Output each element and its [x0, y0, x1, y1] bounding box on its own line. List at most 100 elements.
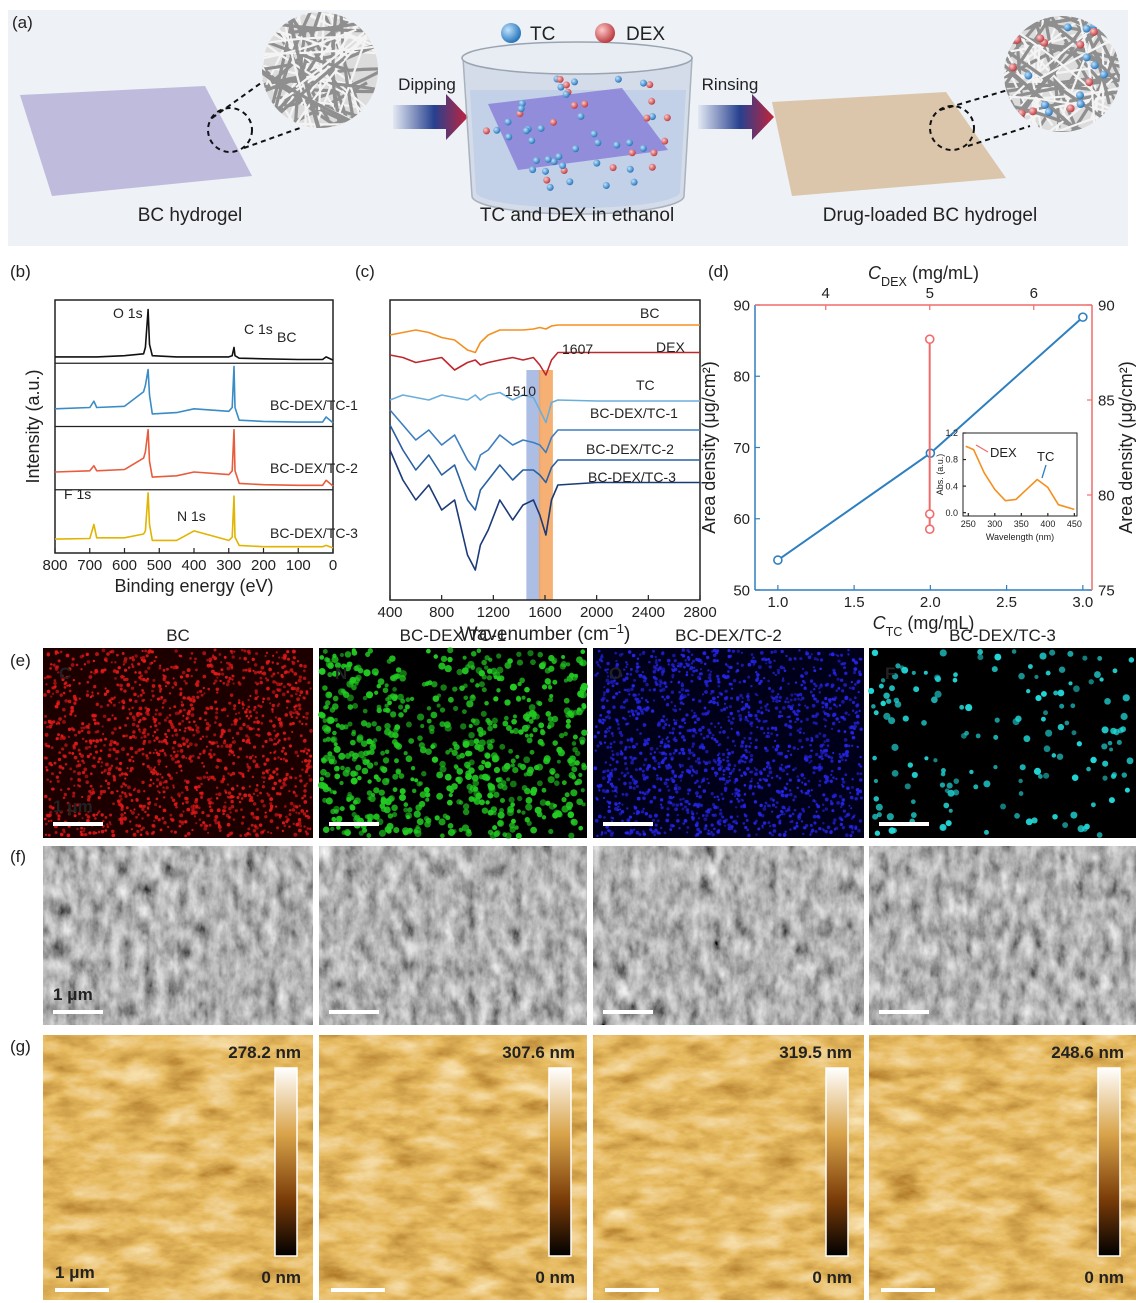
- eds-dot: [769, 825, 771, 827]
- eds-dot: [582, 705, 586, 709]
- eds-dot: [140, 833, 143, 836]
- eds-dot: [325, 692, 332, 699]
- eds-dot: [816, 815, 820, 819]
- eds-dot: [128, 708, 130, 710]
- eds-dot: [724, 825, 726, 827]
- eds-dot: [163, 790, 166, 793]
- eds-dot: [768, 770, 772, 774]
- eds-dot: [965, 704, 972, 711]
- eds-dot: [669, 732, 671, 734]
- eds-dot: [218, 723, 221, 726]
- eds-dot: [472, 780, 479, 787]
- eds-dot: [682, 703, 684, 705]
- eds-dot: [211, 670, 215, 674]
- eds-dot: [115, 757, 118, 760]
- series-line: [55, 430, 333, 486]
- eds-dot: [717, 722, 719, 724]
- eds-dot: [299, 664, 302, 667]
- eds-dot: [769, 832, 772, 835]
- eds-dot: [602, 776, 606, 780]
- eds-dot: [716, 830, 720, 834]
- eds-dot: [908, 762, 913, 767]
- eds-dot: [373, 787, 379, 793]
- eds-dot: [278, 814, 280, 816]
- column-title: BC-DEX/TC-2: [675, 626, 782, 645]
- eds-dot: [488, 830, 493, 835]
- eds-dot: [294, 785, 297, 788]
- eds-dot: [630, 761, 634, 765]
- eds-dot: [676, 819, 680, 823]
- eds-dot: [933, 758, 937, 762]
- eds-dot: [386, 828, 392, 834]
- axis-label-main: C: [868, 263, 882, 283]
- eds-dot: [456, 799, 461, 804]
- eds-dot: [260, 681, 263, 684]
- eds-dot: [256, 808, 259, 811]
- eds-dot: [738, 769, 741, 772]
- eds-dot: [793, 747, 795, 749]
- eds-dot: [392, 687, 397, 692]
- eds-dot: [141, 689, 144, 692]
- eds-dot: [499, 808, 504, 813]
- eds-dot: [125, 678, 128, 681]
- eds-dot: [843, 809, 846, 812]
- eds-dot: [672, 654, 676, 658]
- eds-dot: [230, 832, 233, 835]
- eds-dot: [272, 655, 274, 657]
- color-bar: [275, 1068, 297, 1256]
- eds-dot: [722, 797, 725, 800]
- eds-dot: [262, 755, 265, 758]
- eds-dot: [901, 667, 908, 674]
- eds-dot: [692, 660, 695, 663]
- eds-dot: [425, 748, 432, 755]
- eds-dot: [196, 806, 199, 809]
- drug-molecule: [603, 182, 610, 189]
- eds-dot: [655, 661, 658, 664]
- eds-dot: [142, 763, 145, 766]
- eds-dot: [840, 806, 843, 809]
- eds-dot: [759, 680, 762, 683]
- eds-dot: [165, 685, 167, 687]
- eds-dot: [68, 684, 71, 687]
- eds-dot: [363, 709, 368, 714]
- eds-dot: [776, 815, 780, 819]
- eds-dot: [692, 698, 695, 701]
- eds-dot: [824, 697, 827, 700]
- eds-dot: [398, 712, 404, 718]
- eds-dot: [552, 680, 557, 685]
- eds-dot: [74, 734, 77, 737]
- eds-dot: [1013, 718, 1020, 725]
- eds-dot: [851, 831, 854, 834]
- scale-label: 1 μm: [53, 797, 93, 816]
- eds-dot: [142, 717, 146, 721]
- eds-dot: [82, 830, 85, 833]
- eds-dot: [95, 652, 99, 656]
- eds-dot: [575, 751, 580, 756]
- eds-dot: [241, 822, 244, 825]
- eds-dot: [49, 667, 52, 670]
- eds-dot: [383, 757, 389, 763]
- eds-dot: [288, 790, 290, 792]
- eds-dot: [667, 659, 671, 663]
- eds-dot: [603, 686, 605, 688]
- eds-dot: [724, 690, 727, 693]
- eds-dot: [247, 699, 249, 701]
- eds-dot: [687, 693, 690, 696]
- eds-dot: [776, 744, 780, 748]
- eds-dot: [740, 805, 744, 809]
- eds-dot: [738, 714, 742, 718]
- eds-dot: [802, 668, 804, 670]
- eds-dot: [833, 704, 836, 707]
- eds-dot: [148, 740, 152, 744]
- eds-dot: [748, 711, 750, 713]
- eds-dot: [849, 698, 852, 701]
- eds-dot: [242, 669, 245, 672]
- drug-molecule: [629, 149, 636, 156]
- eds-dot: [669, 753, 672, 756]
- eds-dot: [610, 756, 613, 759]
- eds-dot: [818, 687, 820, 689]
- eds-dot: [399, 794, 406, 801]
- eds-dot: [728, 776, 730, 778]
- eds-dot: [1034, 675, 1038, 679]
- eds-dot: [224, 767, 227, 770]
